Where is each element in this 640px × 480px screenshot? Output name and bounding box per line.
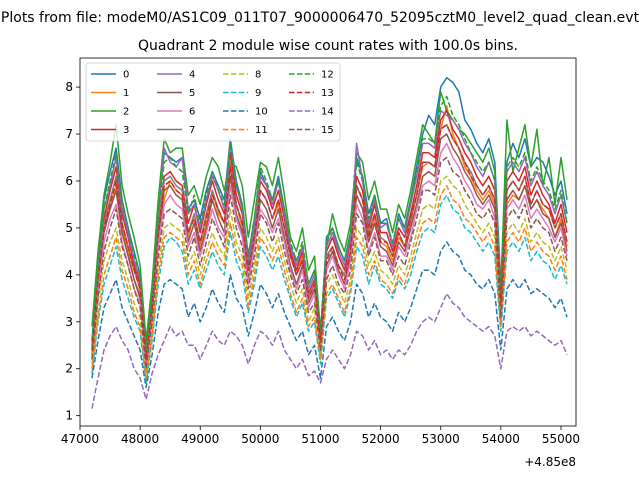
x-tick-label: 51000	[301, 432, 339, 446]
chart-title: Quadrant 2 module wise count rates with …	[138, 38, 518, 54]
legend-label-7: 7	[189, 125, 195, 136]
series-line-6	[91, 142, 568, 370]
x-offset-label: +4.85e8	[524, 455, 576, 469]
y-tick-label: 4	[65, 268, 73, 282]
legend-label-15: 15	[321, 125, 334, 136]
series-line-10	[91, 241, 568, 389]
y-tick-label: 7	[65, 127, 73, 141]
x-tick-label: 47000	[61, 432, 99, 446]
legend-label-9: 9	[255, 88, 261, 99]
y-tick-label: 8	[65, 80, 73, 94]
legend-label-0: 0	[123, 70, 129, 81]
legend-label-6: 6	[189, 107, 195, 118]
y-tick-label: 1	[65, 409, 73, 423]
series-layer	[91, 76, 568, 409]
series-line-2	[91, 91, 568, 342]
legend-label-8: 8	[255, 70, 261, 81]
y-axis: 1 2 3 4 5 6 7 8	[65, 80, 80, 423]
figure-suptitle: Plots from file: modeM0/AS1C09_011T07_90…	[1, 10, 640, 26]
series-line-11	[91, 184, 568, 379]
y-tick-label: 6	[65, 174, 73, 188]
series-line-12	[91, 95, 568, 351]
x-tick-label: 55000	[542, 432, 580, 446]
legend-label-11: 11	[255, 125, 268, 136]
legend-label-4: 4	[189, 70, 195, 81]
series-line-8	[91, 175, 568, 375]
x-axis: 47000 48000 49000 50000 51000 52000 53000 54000…	[61, 426, 580, 446]
series-line-7	[91, 123, 568, 361]
legend-label-13: 13	[321, 88, 334, 99]
x-tick-label: 49000	[181, 432, 219, 446]
series-line-14	[91, 292, 568, 409]
series-line-4	[91, 109, 568, 356]
legend-box	[85, 62, 341, 142]
series-line-5	[91, 133, 568, 365]
x-tick-label: 48000	[121, 432, 159, 446]
legend-label-1: 1	[123, 88, 129, 99]
legend-label-14: 14	[321, 107, 334, 118]
legend-label-12: 12	[321, 70, 334, 81]
series-line-9	[91, 194, 568, 384]
legend-label-3: 3	[123, 125, 129, 136]
y-tick-label: 2	[65, 362, 73, 376]
x-tick-label: 54000	[482, 432, 520, 446]
y-tick-label: 3	[65, 315, 73, 329]
y-tick-label: 5	[65, 221, 73, 235]
plot-area-frame	[79, 57, 577, 427]
series-line-3	[91, 109, 568, 356]
legend-label-2: 2	[123, 107, 129, 118]
legend-label-10: 10	[255, 107, 268, 118]
legend-label-5: 5	[189, 88, 195, 99]
x-tick-label: 53000	[422, 432, 460, 446]
x-tick-label: 52000	[362, 432, 400, 446]
x-tick-label: 50000	[241, 432, 279, 446]
